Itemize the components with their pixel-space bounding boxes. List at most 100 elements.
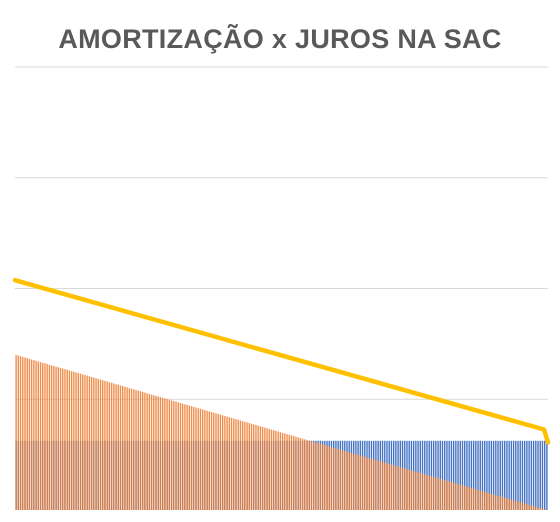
juros-bar <box>484 491 486 510</box>
juros-bar <box>108 382 111 510</box>
juros-bar <box>139 391 142 510</box>
amortizacao-bar <box>492 440 495 510</box>
amortizacao-bar <box>501 440 504 510</box>
juros-bar <box>459 484 461 510</box>
juros-bar <box>348 452 350 510</box>
juros-bar <box>197 408 199 510</box>
juros-bar <box>57 367 59 510</box>
juros-bar <box>388 463 390 510</box>
juros-bar <box>359 455 362 510</box>
juros-bar <box>306 439 308 510</box>
amortizacao-bar <box>461 440 464 510</box>
juros-bar <box>488 493 490 510</box>
juros-bar <box>455 483 457 510</box>
juros-bar <box>508 498 510 510</box>
juros-bar <box>157 396 159 510</box>
juros-bar <box>90 377 93 510</box>
juros-bar <box>439 478 441 510</box>
juros-bar <box>237 419 239 510</box>
amortizacao-bar <box>537 440 539 510</box>
amortizacao-bar <box>519 440 521 510</box>
juros-bar <box>175 401 177 510</box>
juros-bar <box>521 502 524 510</box>
juros-bar <box>532 506 535 510</box>
amortizacao-bar <box>486 440 488 510</box>
juros-bar <box>375 460 377 510</box>
juros-bar <box>215 413 217 510</box>
juros-bar <box>539 508 541 510</box>
juros-bar <box>421 473 424 510</box>
juros-bar <box>228 417 230 510</box>
amortizacao-bar <box>435 440 437 510</box>
juros-bar <box>33 360 35 510</box>
juros-bar <box>190 406 193 510</box>
juros-bar <box>55 366 57 510</box>
juros-bar <box>328 446 330 510</box>
amortizacao-bar <box>521 440 524 510</box>
juros-bar <box>275 430 277 510</box>
juros-bar <box>452 482 455 510</box>
juros-bar <box>341 450 344 510</box>
amortizacao-bar <box>528 440 530 510</box>
juros-bar <box>19 356 22 510</box>
juros-bar <box>122 386 124 510</box>
juros-bar <box>441 479 444 510</box>
juros-bar <box>184 404 186 510</box>
juros-bar <box>412 471 415 510</box>
juros-bar <box>528 504 530 510</box>
juros-bar <box>273 430 275 510</box>
juros-bar <box>499 496 501 510</box>
juros-bar <box>77 373 79 510</box>
amortizacao-bar <box>450 440 453 510</box>
juros-bar <box>501 497 504 510</box>
juros-bar <box>15 354 17 510</box>
juros-bar <box>210 412 213 510</box>
amortizacao-bar <box>475 440 477 510</box>
juros-bar <box>284 433 286 510</box>
juros-bar <box>106 381 108 510</box>
juros-bar <box>130 388 133 510</box>
juros-bar <box>543 509 546 510</box>
juros-bar <box>150 394 153 510</box>
juros-bar <box>472 488 475 510</box>
amortizacao-bar <box>481 440 484 510</box>
juros-bar <box>299 437 302 510</box>
juros-bar <box>364 456 366 510</box>
amortizacao-bar <box>539 440 541 510</box>
juros-bar <box>352 453 355 510</box>
juros-bar <box>526 504 528 510</box>
juros-bar <box>497 495 499 510</box>
amortizacao-bar <box>430 440 433 510</box>
juros-bar <box>177 402 179 510</box>
juros-bar <box>444 480 446 510</box>
juros-bar <box>424 474 426 510</box>
juros-bar <box>75 372 77 510</box>
amortizacao-bar <box>506 440 508 510</box>
juros-bar <box>148 393 151 510</box>
juros-bar <box>417 472 419 510</box>
juros-bar <box>523 503 526 510</box>
amortizacao-bar <box>517 440 519 510</box>
juros-bar <box>535 506 537 510</box>
juros-bar <box>392 465 395 510</box>
chart-title: AMORTIZAÇÃO x JUROS NA SAC <box>58 24 502 54</box>
juros-bar <box>37 361 40 510</box>
juros-bar <box>241 421 244 510</box>
juros-bar <box>490 493 493 510</box>
juros-bar <box>313 441 315 510</box>
juros-bar <box>233 418 235 510</box>
juros-bar <box>379 461 382 510</box>
juros-bar <box>266 428 268 510</box>
juros-bar <box>268 428 270 510</box>
juros-bar <box>277 431 279 510</box>
amortizacao-bar <box>439 440 441 510</box>
juros-bar <box>517 501 519 510</box>
juros-bar <box>213 412 215 510</box>
juros-bar <box>406 469 408 510</box>
juros-bar <box>428 475 430 510</box>
juros-bar <box>239 420 242 510</box>
juros-bar <box>199 408 202 510</box>
juros-bar <box>506 498 508 510</box>
juros-bar <box>537 507 539 510</box>
juros-bar <box>135 389 137 510</box>
